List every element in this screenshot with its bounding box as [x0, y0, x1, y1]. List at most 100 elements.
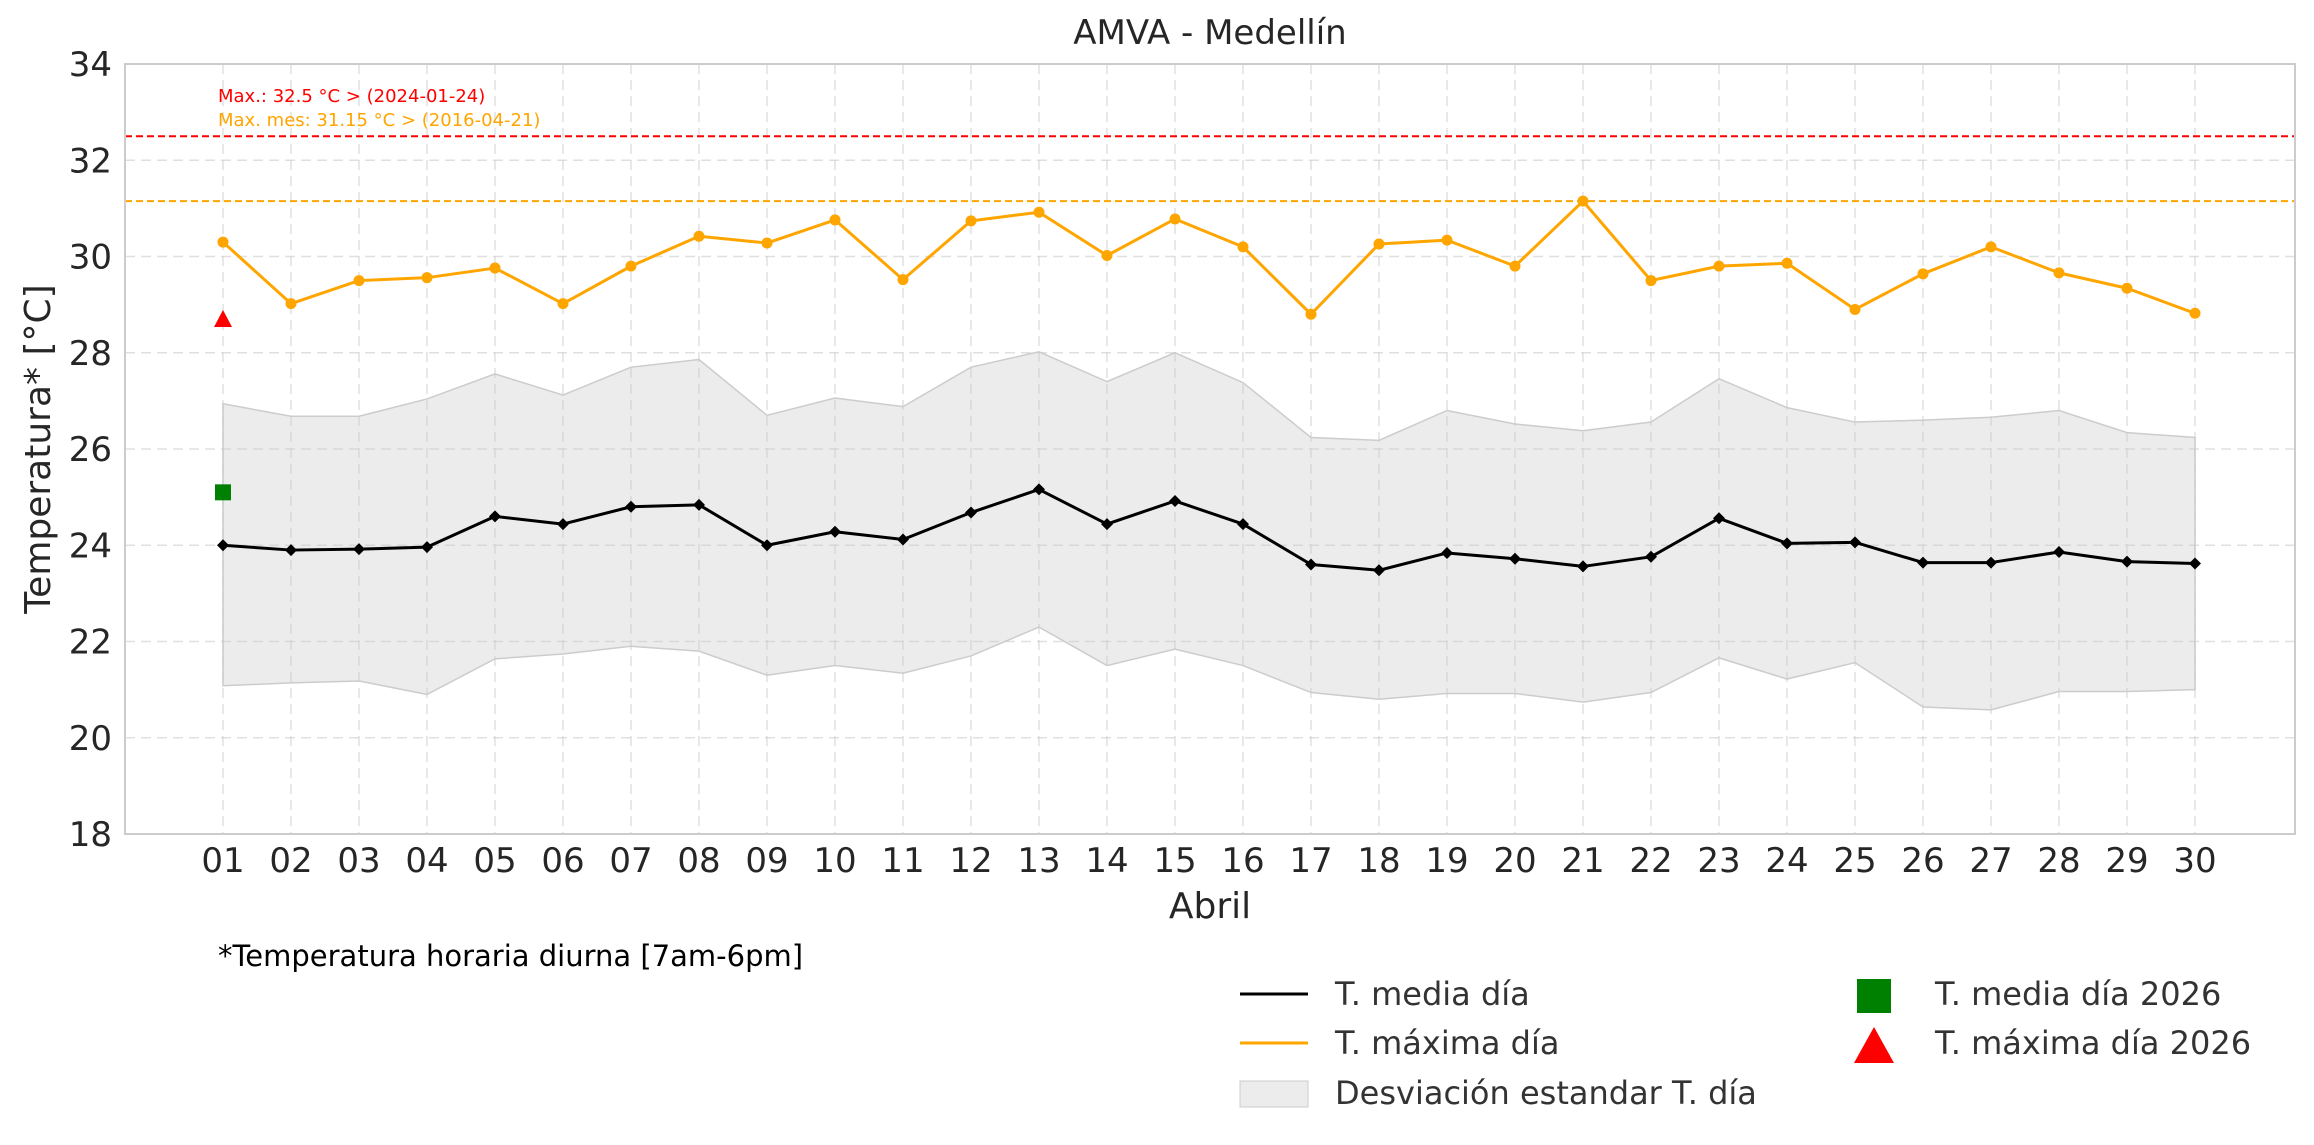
legend-band-swatch: [1239, 1080, 1309, 1108]
y-tick-label: 26: [69, 430, 112, 470]
x-tick-label: 03: [337, 841, 380, 881]
maxima-point: [1577, 195, 1589, 207]
media-2026-marker: [215, 484, 231, 501]
media-point: [353, 543, 365, 556]
media-point: [1645, 550, 1657, 563]
legend-maxima-2026-swatch: [1854, 1027, 1894, 1063]
x-tick-label: 21: [1561, 841, 1604, 881]
maxima-point: [557, 298, 569, 310]
media-point: [1849, 536, 1861, 549]
media-point: [217, 539, 229, 552]
maxima-point: [1849, 303, 1861, 315]
x-axis-ticks: 01 02 03 04 05 06 07 08 09 10 11 12 13 14 15 16 17 18 19 20…: [201, 841, 2216, 881]
maxima-point: [2189, 307, 2201, 319]
y-tick-label: 32: [69, 141, 112, 181]
maxima-series-line: [221, 199, 2196, 316]
maxima-point: [1645, 275, 1657, 287]
x-tick-label: 05: [473, 841, 516, 881]
media-point: [897, 533, 909, 546]
media-point: [965, 506, 977, 519]
x-tick-label: 09: [745, 841, 788, 881]
chart-title: AMVA - Medellín: [1073, 13, 1346, 53]
media-point: [1509, 552, 1521, 565]
legend-media-2026-label: T. media día 2026: [1934, 975, 2221, 1013]
media-point: [2121, 555, 2133, 568]
media-point: [1237, 518, 1249, 531]
x-tick-label: 30: [2173, 841, 2216, 881]
reference-line-label: Max. mes: 31.15 °C > (2016-04-21): [218, 110, 540, 131]
footnote: *Temperatura horaria diurna [7am-6pm]: [218, 939, 803, 973]
maxima-point: [897, 274, 909, 286]
x-tick-label: 11: [881, 841, 924, 881]
media-point: [489, 510, 501, 523]
x-tick-label: 10: [813, 841, 856, 881]
media-point: [1577, 560, 1589, 573]
media-point: [625, 500, 637, 513]
media-point: [421, 541, 433, 554]
maxima-point: [1169, 213, 1181, 225]
maxima-point: [489, 262, 501, 274]
media-series-line: [222, 487, 2196, 572]
media-point: [1373, 564, 1385, 577]
x-tick-label: 15: [1153, 841, 1196, 881]
legend-maxima-2026-label: T. máxima día 2026: [1934, 1024, 2251, 1062]
media-point: [1985, 556, 1997, 569]
maxima-point: [625, 260, 637, 272]
x-tick-label: 18: [1357, 841, 1400, 881]
media-point: [1101, 518, 1113, 531]
x-tick-label: 26: [1901, 841, 1944, 881]
legend-media-label: T. media día: [1334, 975, 1530, 1013]
maxima-point: [829, 214, 841, 226]
media-point: [1033, 483, 1045, 496]
x-tick-label: 14: [1085, 841, 1128, 881]
x-tick-label: 20: [1493, 841, 1536, 881]
x-tick-label: 19: [1425, 841, 1468, 881]
media-point: [2053, 545, 2065, 558]
x-tick-label: 08: [677, 841, 720, 881]
y-tick-label: 30: [69, 238, 112, 278]
media-point: [1169, 494, 1181, 507]
y-axis-ticks: 18 20 22 24 26 28 30 32 34: [69, 45, 112, 855]
x-tick-label: 06: [541, 841, 584, 881]
maxima-point: [761, 237, 773, 249]
maxima-point: [217, 236, 229, 248]
x-axis-label: Abril: [1169, 886, 1251, 927]
maxima-2026-marker: [214, 310, 232, 328]
media-point: [285, 544, 297, 557]
grid-layer: [125, 64, 2295, 834]
maxima-point: [1781, 257, 1793, 269]
legend-band-label: Desviación estandar T. día: [1335, 1074, 1757, 1112]
maxima-point: [1713, 260, 1725, 272]
maxima-point: [965, 215, 977, 227]
maxima-point: [1373, 238, 1385, 250]
maxima-point: [1917, 268, 1929, 280]
maxima-point: [1305, 308, 1317, 320]
x-tick-label: 13: [1017, 841, 1060, 881]
maxima-point: [285, 298, 297, 310]
maxima-point: [1033, 206, 1045, 218]
x-tick-label: 27: [1969, 841, 2012, 881]
x-tick-label: 01: [201, 841, 244, 881]
maxima-point: [353, 275, 365, 287]
maxima-point: [2053, 267, 2065, 279]
media-point: [829, 525, 841, 538]
maxima-point: [2121, 282, 2133, 294]
media-point: [1917, 556, 1929, 569]
y-tick-label: 24: [69, 526, 112, 566]
y-tick-label: 34: [69, 45, 112, 85]
media-point: [557, 518, 569, 531]
x-tick-label: 22: [1629, 841, 1672, 881]
x-tick-label: 17: [1289, 841, 1332, 881]
x-tick-label: 12: [949, 841, 992, 881]
x-tick-label: 23: [1697, 841, 1740, 881]
x-tick-label: 07: [609, 841, 652, 881]
y-tick-label: 22: [69, 623, 112, 663]
maxima-point: [1237, 241, 1249, 253]
x-tick-label: 29: [2105, 841, 2148, 881]
x-tick-label: 04: [405, 841, 448, 881]
y-tick-label: 18: [69, 815, 112, 855]
maxima-point: [1441, 234, 1453, 246]
series-layer: [217, 195, 2201, 577]
media-point: [2189, 557, 2201, 570]
